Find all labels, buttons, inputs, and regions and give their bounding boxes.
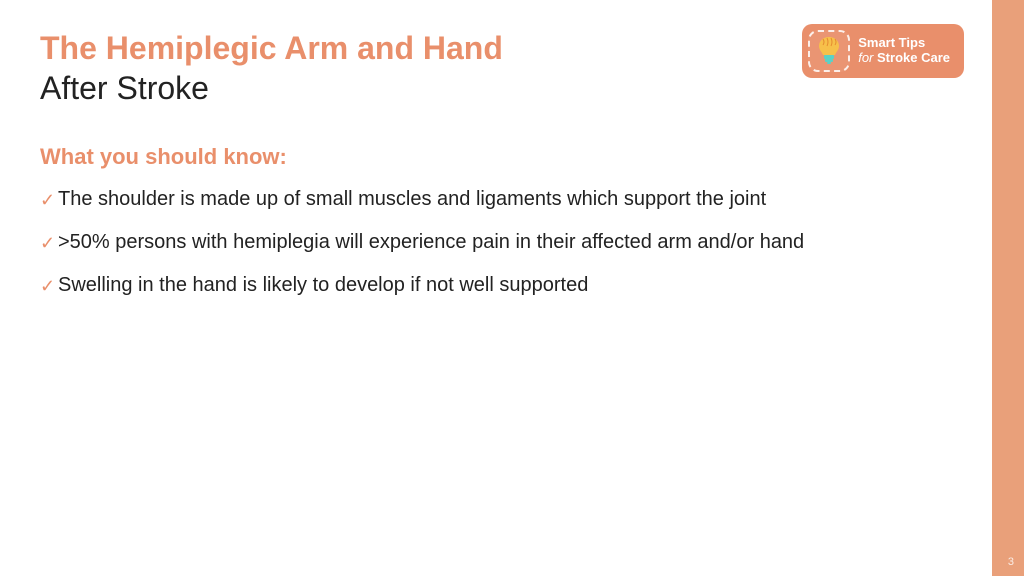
check-icon: ✓ xyxy=(40,231,58,255)
list-item-text: >50% persons with hemiplegia will experi… xyxy=(58,229,860,256)
logo-badge: Smart Tips for Stroke Care xyxy=(802,24,964,78)
slide-title: The Hemiplegic Arm and Hand xyxy=(40,28,503,68)
lightbulb-icon xyxy=(808,30,850,72)
slide-subtitle: After Stroke xyxy=(40,68,503,110)
title-block: The Hemiplegic Arm and Hand After Stroke xyxy=(40,28,503,110)
accent-sidebar xyxy=(992,0,1024,576)
logo-text: Smart Tips for Stroke Care xyxy=(858,36,950,66)
list-item: ✓ The shoulder is made up of small muscl… xyxy=(40,186,860,213)
check-icon: ✓ xyxy=(40,274,58,298)
page-number: 3 xyxy=(1008,556,1014,568)
logo-line1: Smart Tips xyxy=(858,36,950,51)
slide: The Hemiplegic Arm and Hand After Stroke… xyxy=(0,0,1024,576)
list-item: ✓ >50% persons with hemiplegia will expe… xyxy=(40,229,860,256)
list-item: ✓ Swelling in the hand is likely to deve… xyxy=(40,272,860,299)
logo-line2: for Stroke Care xyxy=(858,51,950,66)
check-icon: ✓ xyxy=(40,188,58,212)
bullet-list: ✓ The shoulder is made up of small muscl… xyxy=(40,186,860,315)
list-item-text: The shoulder is made up of small muscles… xyxy=(58,186,860,213)
section-heading: What you should know: xyxy=(40,144,287,170)
list-item-text: Swelling in the hand is likely to develo… xyxy=(58,272,860,299)
